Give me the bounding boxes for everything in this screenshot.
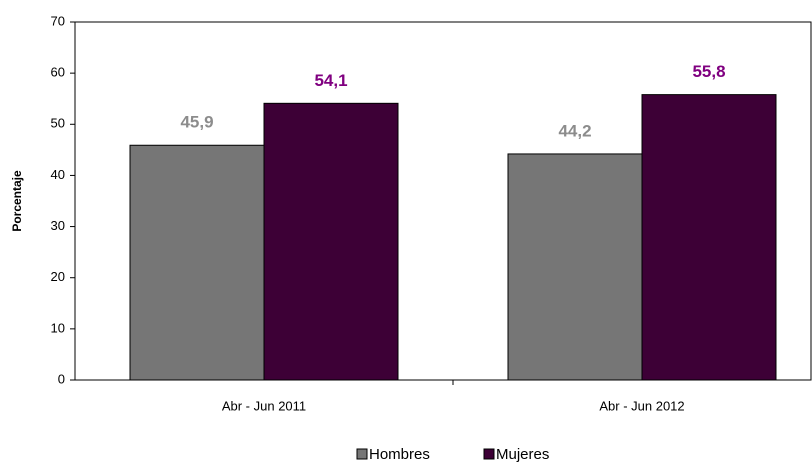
y-tick-label: 20 bbox=[51, 269, 65, 284]
legend-label: Hombres bbox=[369, 446, 430, 463]
value-label: 44,2 bbox=[558, 121, 591, 140]
y-tick-label: 70 bbox=[51, 13, 65, 28]
y-tick-label: 60 bbox=[51, 65, 65, 80]
bar bbox=[507, 153, 643, 381]
bar bbox=[641, 94, 777, 381]
plot-frame bbox=[74, 21, 812, 381]
bar bbox=[129, 144, 265, 381]
value-label: 54,1 bbox=[314, 71, 347, 90]
y-tick-label: 50 bbox=[51, 116, 65, 131]
bar bbox=[263, 102, 399, 381]
x-tick-label: Abr - Jun 2012 bbox=[599, 398, 684, 413]
y-tick-label: 0 bbox=[58, 371, 65, 386]
legend-swatch bbox=[356, 448, 368, 460]
y-tick-label: 10 bbox=[51, 320, 65, 335]
y-tick-label: 40 bbox=[51, 167, 65, 182]
value-label: 55,8 bbox=[692, 62, 725, 81]
y-tick-label: 30 bbox=[51, 218, 65, 233]
y-axis-label: Porcentaje bbox=[10, 170, 24, 232]
x-tick-label: Abr - Jun 2011 bbox=[222, 398, 306, 413]
legend-swatch bbox=[483, 448, 495, 460]
value-label: 45,9 bbox=[180, 113, 213, 132]
legend-label: Mujeres bbox=[496, 446, 549, 463]
